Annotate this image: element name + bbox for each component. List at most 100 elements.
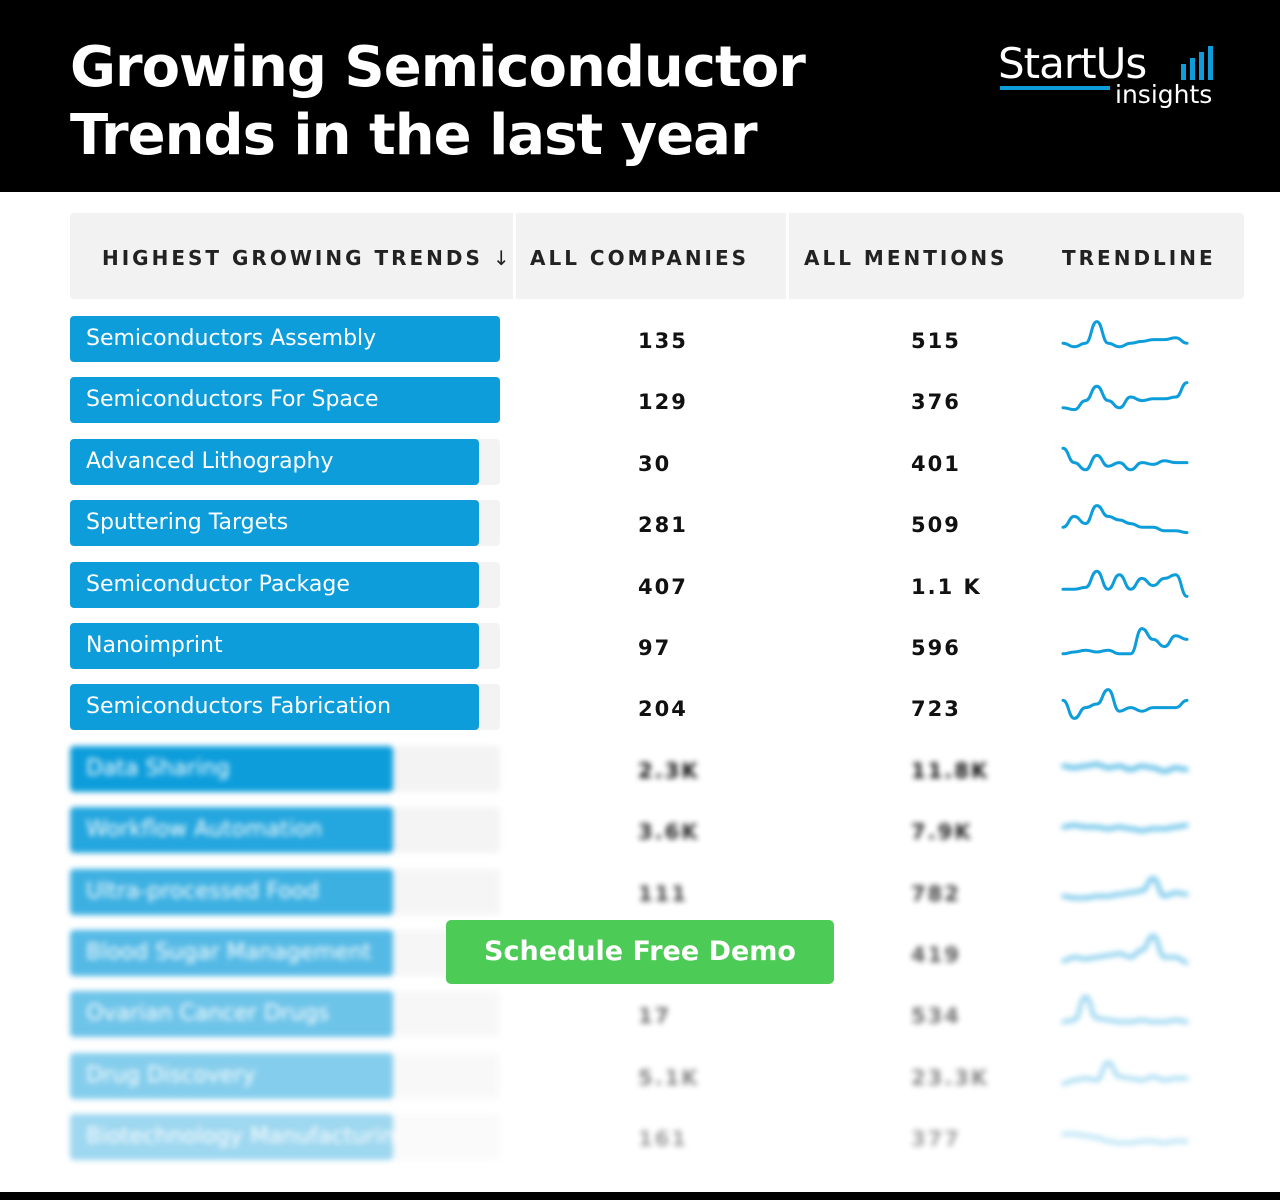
schedule-demo-button[interactable]: Schedule Free Demo: [446, 920, 834, 984]
mentions-count: 23.3K: [911, 1065, 990, 1090]
trendline-sparkline: [1061, 823, 1189, 833]
table-row[interactable]: Workflow Automation 3.6K 7.9K: [0, 807, 1280, 854]
sparkline-path: [1061, 1060, 1189, 1086]
trendline-sparkline: [1061, 504, 1189, 535]
table-row[interactable]: Nanoimprint 97 596: [0, 623, 1280, 669]
header-mentions[interactable]: ALL MENTIONS: [804, 246, 1008, 270]
bottom-border: [0, 1192, 1280, 1200]
divider: [513, 213, 516, 299]
trend-name-bar[interactable]: Semiconductors Fabrication: [70, 684, 479, 731]
arrow-down-icon: ↓: [492, 246, 513, 270]
sparkline-path: [1061, 995, 1189, 1024]
trendline-sparkline: [1061, 934, 1189, 965]
sparkline-path: [1061, 381, 1189, 412]
trendline-sparkline: [1061, 1132, 1189, 1145]
title-banner: Growing Semiconductor Trends in the last…: [0, 0, 1280, 192]
header-trendline: TRENDLINE: [1062, 246, 1216, 270]
trend-name-bar[interactable]: Semiconductors For Space: [70, 377, 500, 424]
mentions-count: 596: [911, 636, 961, 660]
trend-name-bar[interactable]: Data Sharing: [70, 745, 393, 792]
table-row[interactable]: Sputtering Targets 281 509: [0, 500, 1280, 547]
trend-name-bar[interactable]: Drug Discovery: [70, 1052, 393, 1099]
trend-name-bar[interactable]: Ultra-processed Food: [70, 868, 393, 915]
header-companies[interactable]: ALL COMPANIES: [530, 246, 750, 270]
trendline-sparkline: [1061, 1060, 1189, 1086]
trendline-sparkline: [1061, 688, 1189, 721]
trendline-sparkline: [1061, 569, 1189, 598]
trend-name-bar[interactable]: Semiconductors Assembly: [70, 316, 500, 362]
sparkline-path: [1061, 762, 1189, 773]
table-row[interactable]: Semiconductors For Space 129 376: [0, 377, 1280, 424]
sparkline-path: [1061, 688, 1189, 721]
title-line-1: Growing Semiconductor: [70, 35, 806, 100]
header-trends[interactable]: HIGHEST GROWING TRENDS ↓: [102, 213, 513, 299]
companies-count: 5.1K: [638, 1065, 700, 1090]
sparkline-path: [1061, 627, 1189, 656]
companies-count: 135: [638, 329, 688, 353]
table-row[interactable]: Ovarian Cancer Drugs 17 534: [0, 991, 1280, 1038]
trendline-sparkline: [1061, 762, 1189, 773]
companies-count: 129: [638, 390, 688, 415]
sparkline-path: [1061, 1132, 1189, 1145]
trendline-sparkline: [1061, 381, 1189, 412]
mentions-count: 419: [911, 943, 961, 967]
trend-name-bar[interactable]: Blood Sugar Management: [70, 930, 393, 976]
sparkline-path: [1061, 446, 1189, 472]
sparkline-path: [1061, 823, 1189, 833]
table-row[interactable]: Semiconductors Assembly 135 515: [0, 316, 1280, 362]
companies-count: 2.3K: [638, 758, 700, 783]
table-row[interactable]: Data Sharing 2.3K 11.8K: [0, 745, 1280, 792]
trend-name-bar[interactable]: Semiconductor Package: [70, 561, 479, 608]
sparkline-path: [1061, 876, 1189, 900]
companies-count: 3.6K: [638, 820, 700, 845]
companies-count: 161: [638, 1127, 688, 1152]
mentions-count: 377: [911, 1127, 961, 1152]
table-row[interactable]: Drug Discovery 5.1K 23.3K: [0, 1052, 1280, 1099]
table-row[interactable]: Semiconductors Fabrication 204 723: [0, 684, 1280, 731]
mentions-count: 376: [911, 390, 961, 415]
mentions-count: 7.9K: [911, 820, 973, 845]
title-line-2: Trends in the last year: [70, 103, 758, 168]
mentions-count: 401: [911, 451, 961, 476]
table-row[interactable]: Biotechnology Manufacturing 161 377: [0, 1114, 1280, 1161]
table-row[interactable]: Advanced Lithography 30 401: [0, 438, 1280, 485]
table-row[interactable]: Semiconductor Package 407 1.1 K: [0, 561, 1280, 608]
trend-name-bar[interactable]: Advanced Lithography: [70, 438, 479, 485]
sparkline-path: [1061, 504, 1189, 535]
trendline-sparkline: [1061, 876, 1189, 900]
companies-count: 17: [638, 1004, 672, 1029]
companies-count: 97: [638, 636, 672, 660]
mentions-count: 11.8K: [911, 758, 990, 783]
header-trends-label: HIGHEST GROWING TRENDS: [102, 246, 483, 270]
trend-name-bar[interactable]: Nanoimprint: [70, 623, 479, 669]
logo-underline: [1000, 86, 1110, 90]
table-row[interactable]: Blood Sugar Management 419: [0, 930, 1280, 976]
table-row[interactable]: Ultra-processed Food 111 782: [0, 868, 1280, 915]
table-header: HIGHEST GROWING TRENDS ↓ ALL COMPANIES A…: [70, 213, 1244, 299]
logo-main-text: StartUs: [998, 39, 1147, 88]
trendline-sparkline: [1061, 446, 1189, 472]
trend-name-bar[interactable]: Ovarian Cancer Drugs: [70, 991, 393, 1038]
trendline-sparkline: [1061, 627, 1189, 656]
trendline-sparkline: [1061, 995, 1189, 1024]
sparkline-path: [1061, 934, 1189, 965]
companies-count: 30: [638, 451, 672, 476]
trend-name-bar[interactable]: Sputtering Targets: [70, 500, 479, 547]
mentions-count: 509: [911, 513, 961, 538]
page-title: Growing Semiconductor Trends in the last…: [70, 34, 806, 170]
divider: [786, 213, 789, 299]
mentions-count: 515: [911, 329, 961, 353]
sparkline-path: [1061, 569, 1189, 598]
mentions-count: 534: [911, 1004, 961, 1029]
trend-name-bar[interactable]: Biotechnology Manufacturing: [70, 1114, 393, 1161]
mentions-count: 723: [911, 697, 961, 722]
startus-insights-logo: StartUs insights: [998, 40, 1213, 115]
sparkline-path: [1061, 320, 1189, 349]
mentions-count: 782: [911, 881, 961, 906]
trend-name-bar[interactable]: Workflow Automation: [70, 807, 393, 854]
companies-count: 204: [638, 697, 688, 722]
trendline-sparkline: [1061, 320, 1189, 349]
mentions-count: 1.1 K: [911, 574, 982, 599]
logo-sub-text: insights: [1115, 80, 1213, 109]
bar-chart-icon: [1181, 46, 1213, 80]
